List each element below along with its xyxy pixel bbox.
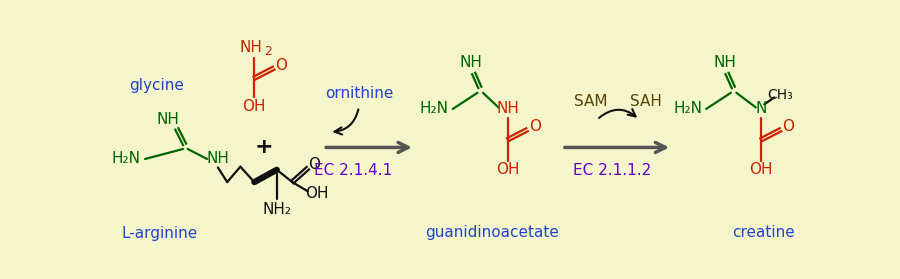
Text: OH: OH [305, 186, 328, 201]
Text: NH₂: NH₂ [262, 201, 292, 217]
Text: H₂N: H₂N [673, 102, 702, 116]
Text: EC 2.1.4.1: EC 2.1.4.1 [313, 163, 392, 178]
Text: CH₃: CH₃ [768, 88, 794, 102]
Text: N: N [755, 102, 767, 116]
Text: H₂N: H₂N [419, 102, 448, 116]
Text: O: O [275, 58, 287, 73]
Text: NH: NH [714, 55, 736, 70]
Text: H₂N: H₂N [112, 151, 141, 167]
Text: glycine: glycine [130, 78, 184, 93]
Text: NH: NH [496, 102, 519, 116]
Text: ornithine: ornithine [325, 86, 393, 101]
Text: NH: NH [239, 40, 262, 55]
Text: SAM: SAM [574, 94, 608, 109]
Text: SAH: SAH [630, 94, 662, 109]
Text: guanidinoacetate: guanidinoacetate [426, 225, 559, 240]
Text: O: O [782, 119, 795, 134]
Text: creatine: creatine [732, 225, 795, 240]
Text: OH: OH [496, 162, 519, 177]
Text: 2: 2 [265, 45, 273, 58]
Text: L-arginine: L-arginine [122, 226, 198, 241]
Text: NH: NH [157, 112, 180, 127]
Text: NH: NH [459, 55, 482, 70]
Text: OH: OH [750, 162, 773, 177]
Text: OH: OH [243, 99, 266, 114]
Text: O: O [529, 119, 541, 134]
Text: O: O [308, 157, 320, 172]
Text: EC 2.1.1.2: EC 2.1.1.2 [573, 163, 652, 178]
Text: +: + [255, 138, 273, 157]
Text: NH: NH [206, 151, 230, 167]
